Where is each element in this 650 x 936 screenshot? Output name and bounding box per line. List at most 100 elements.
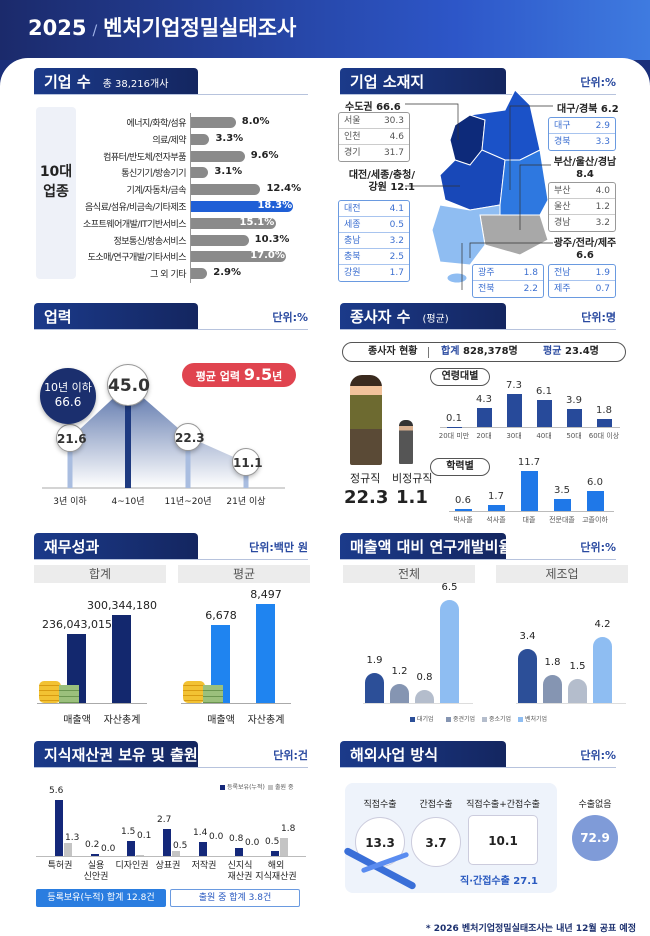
ip-pending-value: 1.3 [65, 833, 80, 843]
rnd-bar [543, 674, 562, 703]
career-bubble: 45.0 [107, 363, 150, 406]
ip-total-pending: 출원 중 합계 3.8건 [170, 889, 300, 907]
age-bar [536, 399, 552, 427]
region-name: 강원 [344, 268, 361, 278]
rnd-divider [340, 559, 616, 560]
header: 2025 / 벤처기업정밀실태조사 [0, 0, 650, 60]
career-unit: 단위:% [272, 311, 308, 324]
finance-total-baseline [37, 703, 147, 704]
age-bar [476, 407, 492, 427]
legend-swatch [446, 717, 451, 722]
industry-value: 18.3% [257, 200, 293, 211]
rnd-value: 6.5 [441, 582, 458, 594]
table-row: 충북 2.5 [339, 249, 409, 265]
industry-label: 의료/제약 [152, 135, 186, 146]
finance-total-value: 300,344,180 [87, 599, 157, 612]
edu-value: 3.5 [554, 485, 570, 497]
region-title-busan: 부산/울산/경남 8.4 [553, 157, 617, 180]
rnd-value: 1.8 [544, 656, 561, 668]
overseas-divider [340, 767, 616, 768]
age-baseline [440, 427, 620, 428]
employee-status-pill: 종사자 현황 합계 828,378명 평균 23.4명 [342, 342, 626, 362]
region-name: 대전 [344, 204, 361, 214]
career-category: 3년 이하 [53, 497, 87, 507]
table-row: 울산 1.2 [549, 199, 615, 215]
edu-category: 석사졸 [486, 516, 506, 524]
companies-subtitle: 총 38,216개사 [102, 79, 169, 90]
overseas-label: 직접수출+간접수출 [466, 800, 540, 810]
table-row: 경기 31.7 [339, 145, 409, 161]
industry-label: 정보통신/방송서비스 [113, 236, 186, 247]
industry-value: 8.0% [241, 116, 270, 127]
cash-icon [59, 685, 79, 703]
finance-unit: 단위:백만 원 [249, 541, 308, 554]
table-row: 인천 4.6 [339, 129, 409, 145]
edu-category: 대졸 [522, 516, 536, 524]
age-category: 50대 [566, 432, 582, 440]
employees-divider [340, 329, 616, 330]
ip-registered-value: 1.4 [193, 828, 208, 838]
rnd-header: 매출액 대비 연구개발비율 [340, 533, 512, 559]
rnd-bar [390, 684, 409, 703]
industry-bar [191, 167, 209, 179]
rnd-tab: 전체 [343, 565, 475, 583]
ip-pending-bar [136, 855, 144, 856]
status-label: 종사자 현황 [368, 346, 418, 357]
ip-registered-bar [235, 848, 243, 856]
career-category: 21년 이상 [226, 497, 266, 507]
ip-pending-bar [280, 838, 288, 856]
ip-registered-value: 5.6 [49, 786, 64, 796]
career-divider [34, 329, 308, 330]
irregular-label: 비정규직 [392, 472, 433, 485]
region-name: 경기 [344, 148, 361, 158]
age-bar [566, 409, 582, 427]
industry-bar [191, 268, 208, 280]
region-name: 제주 [554, 284, 571, 294]
overseas-label: 간접수출 [419, 800, 453, 810]
region-value: 4.0 [595, 186, 610, 196]
legend-label: 벤처기업 [525, 716, 548, 723]
rnd-bar [440, 600, 459, 703]
age-bar [506, 394, 522, 427]
coins-icon [39, 681, 61, 703]
status-divider [428, 347, 429, 358]
companies-divider [34, 94, 308, 95]
career-stem [125, 384, 131, 488]
career-badge-value: 66.6 [54, 395, 82, 409]
age-category: 40대 [536, 432, 552, 440]
legend-label: 등록보유(누적) [227, 784, 265, 791]
industry-bar [191, 234, 249, 246]
age-value: 0.1 [446, 412, 462, 424]
industry-bar [191, 117, 236, 128]
overseas-value: 10.1 [468, 815, 538, 865]
table-row: 경북 3.3 [549, 134, 615, 150]
region-value: 1.9 [595, 268, 610, 278]
finance-avg-value: 8,497 [250, 588, 282, 601]
rnd-baseline [516, 703, 626, 704]
region-name: 세종 [344, 220, 361, 230]
rnd-bar [518, 649, 537, 703]
overseas-label: 직접수출 [363, 800, 397, 810]
ip-total-registered: 등록보유(누적) 합계 12.8건 [36, 889, 166, 907]
ip-registered-value: 0.5 [265, 837, 280, 847]
finance-avg-baseline [181, 703, 291, 704]
ip-pending-bar [64, 843, 72, 856]
employees-header: 종사자 수 (평균) [340, 303, 506, 329]
overseas-value: 72.9 [572, 815, 618, 861]
table-row: 대전 4.1 [339, 201, 409, 217]
region-name: 전북 [478, 284, 495, 294]
industry-value: 10.3% [254, 233, 290, 245]
table-row: 부산 4.0 [549, 183, 615, 199]
age-category: 60대 이상 [588, 432, 620, 440]
legend-label: 출원 중 [275, 784, 294, 791]
edu-category: 전문대졸 [549, 516, 575, 524]
cash-icon [203, 685, 223, 703]
table-row: 대구 2.9 [549, 118, 615, 134]
finance-avg-category: 매출액 [207, 715, 235, 726]
region-value: 0.5 [389, 220, 404, 230]
ip-header: 지식재산권 보유 및 출원 [34, 741, 199, 767]
region-name: 서울 [344, 116, 361, 126]
edu-bar [520, 471, 538, 511]
industry-label: 에너지/화학/섬유 [126, 119, 186, 129]
